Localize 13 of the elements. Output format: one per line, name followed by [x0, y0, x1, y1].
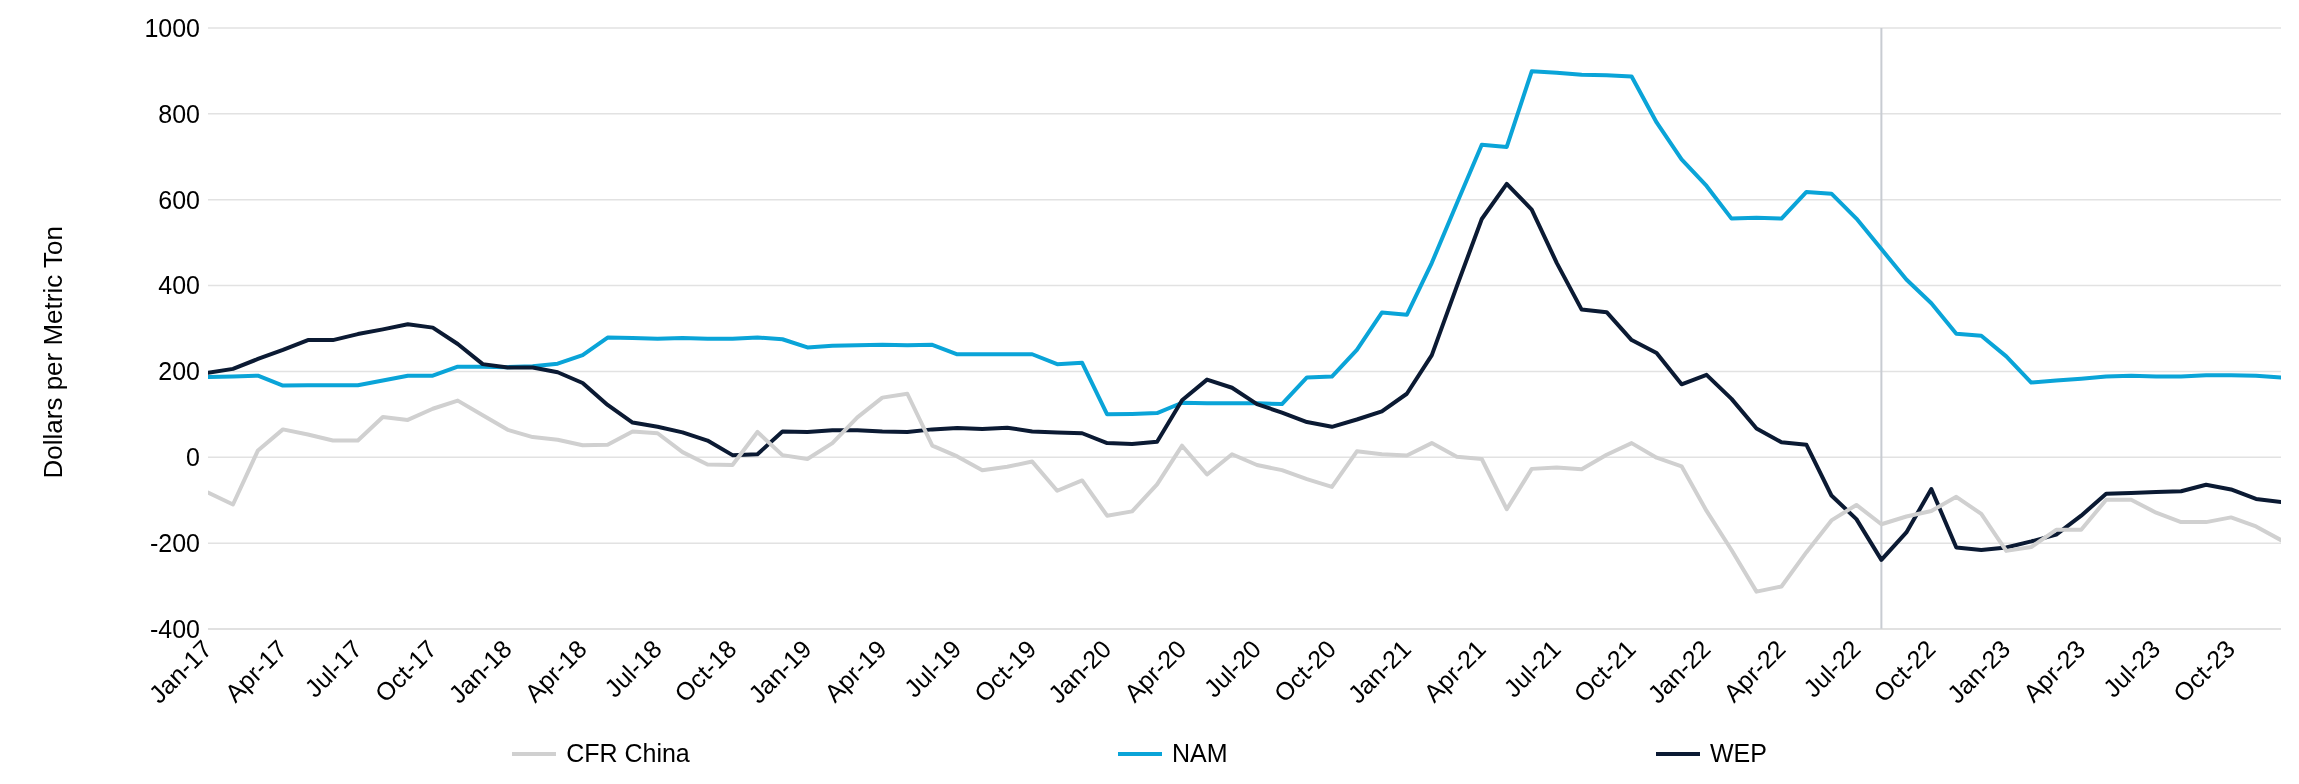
- y-tick-label: 1000: [144, 13, 200, 42]
- line-series: [208, 181, 2281, 562]
- y-axis-title: Dollars per Metric Ton: [38, 226, 69, 479]
- y-tick-label: 200: [158, 357, 200, 386]
- y-tick-label: -200: [149, 529, 200, 558]
- y-tick-label: 400: [158, 271, 200, 300]
- y-tick-label: 600: [158, 185, 200, 214]
- legend-label: WEP: [1709, 739, 1767, 768]
- legend-label: CFR China: [566, 739, 690, 768]
- y-tick-label: 0: [186, 443, 200, 472]
- y-tick-label: 800: [158, 99, 200, 128]
- line-series: [208, 69, 2281, 417]
- legend-label: NAM: [1172, 739, 1228, 768]
